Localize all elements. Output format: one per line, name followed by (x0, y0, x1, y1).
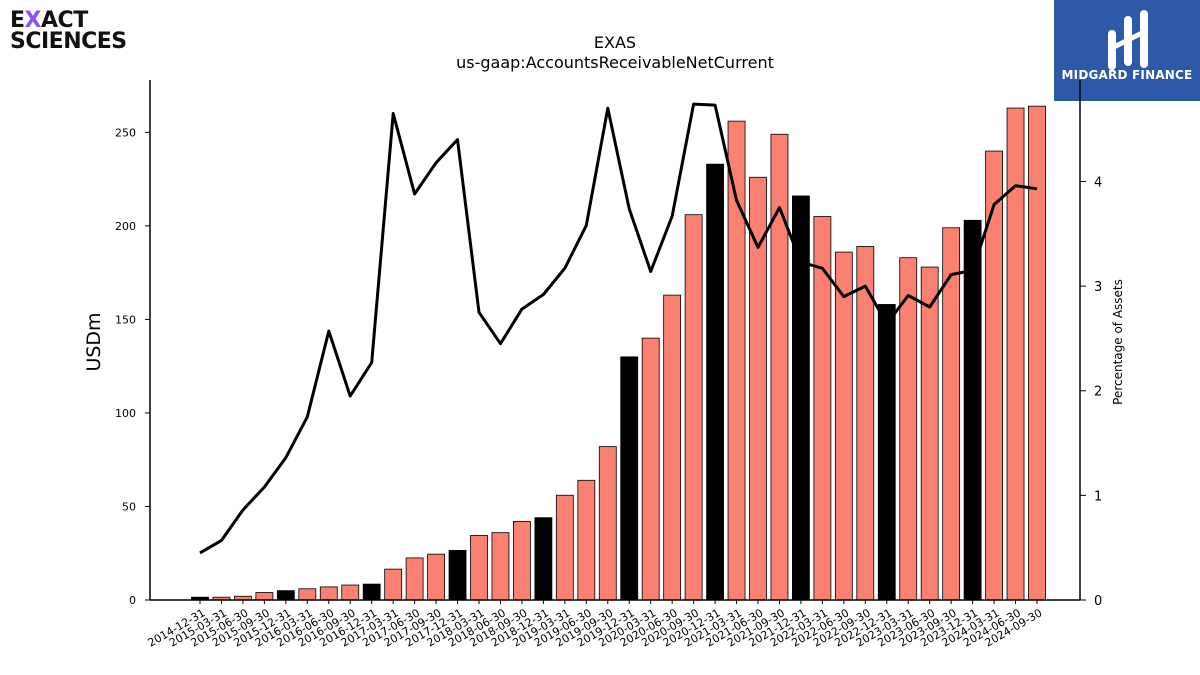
y2-tick-label: 2 (1094, 385, 1102, 400)
y-tick-label: 250 (115, 126, 136, 139)
y-tick-label: 0 (129, 594, 136, 607)
bar-2021-12-31 (792, 195, 810, 601)
pct-assets-line (199, 102, 1038, 555)
y-axis-label: USDm (83, 312, 105, 371)
bar-2015-12-31 (276, 590, 295, 601)
midgard-finance-logo: MIDGARD FINANCE (1054, 0, 1200, 101)
bar-2023-06-30 (920, 266, 939, 601)
y-tick-label: 50 (122, 500, 136, 513)
bar-series (191, 105, 1046, 601)
bar-2023-03-31 (899, 257, 918, 601)
bar-2020-06-30 (663, 294, 682, 601)
bar-2019-03-31 (555, 494, 574, 601)
midgard-finance-name: MIDGARD FINANCE (1061, 68, 1193, 82)
bar-2017-06-30 (405, 557, 424, 601)
bar-2020-03-31 (641, 337, 660, 601)
bar-2023-12-31 (963, 219, 982, 601)
bar-2022-06-30 (834, 251, 853, 601)
bar-2024-09-30 (1028, 105, 1046, 601)
bar-2021-06-30 (749, 176, 767, 601)
y-tick-label: 150 (115, 313, 136, 326)
chart-title: EXAS (594, 33, 636, 52)
y2-tick-label: 1 (1094, 489, 1102, 504)
midgard-mark-icon (1108, 10, 1148, 70)
bar-2017-03-31 (384, 568, 403, 601)
bar-2022-12-31 (877, 304, 896, 601)
logo-line-2: SCIENCES (10, 29, 127, 54)
y2-tick-label: 0 (1094, 594, 1102, 609)
bar-2019-12-31 (620, 356, 639, 601)
bar-2021-09-30 (770, 133, 789, 601)
bar-2016-03-31 (298, 588, 317, 601)
axes: 050100150200250012342014-12-312015-03-31… (115, 80, 1102, 650)
y-tick-label: 100 (115, 407, 136, 420)
bar-2020-12-31 (706, 163, 724, 601)
bar-2024-06-30 (1006, 107, 1025, 601)
bar-2016-06-30 (319, 586, 338, 601)
line-series (199, 102, 1038, 555)
bar-2018-12-31 (534, 517, 553, 601)
bar-2018-06-30 (491, 532, 510, 601)
bar-2020-09-30 (684, 214, 703, 601)
chart-subtitle: us-gaap:AccountsReceivableNetCurrent (456, 53, 774, 72)
bar-2017-09-30 (427, 553, 445, 601)
bar-2018-09-30 (513, 521, 531, 601)
bar-2015-09-30 (255, 592, 274, 601)
exact-sciences-logo: EXACT SCIENCES (10, 10, 130, 54)
y2-axis-label: Percentage of Assets (1111, 279, 1125, 405)
bar-2019-09-30 (598, 446, 617, 601)
bar-2016-09-30 (341, 584, 360, 601)
bar-2021-03-31 (727, 120, 746, 601)
y2-tick-label: 3 (1094, 280, 1102, 295)
bar-2017-12-31 (448, 550, 467, 601)
bar-2018-03-31 (470, 535, 488, 601)
logo-line-1: EXACT (10, 8, 88, 33)
bar-2016-12-31 (362, 583, 381, 601)
y2-tick-label: 4 (1094, 175, 1102, 190)
bar-2019-06-30 (577, 479, 596, 601)
y-tick-label: 200 (115, 220, 136, 233)
